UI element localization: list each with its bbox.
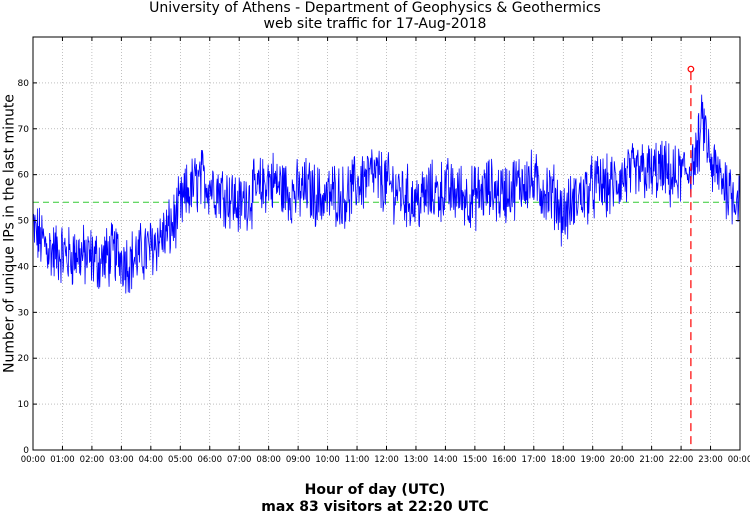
grid-lines <box>33 37 740 450</box>
x-tick-label: 02:00 <box>80 455 105 465</box>
x-tick-label: 11:00 <box>345 455 370 465</box>
x-tick-label: 22:00 <box>669 455 694 465</box>
x-tick-label: 07:00 <box>227 455 252 465</box>
x-tick-label: 08:00 <box>256 455 281 465</box>
chart-title: University of Athens - Department of Geo… <box>149 0 601 16</box>
y-tick-label: 0 <box>23 446 29 456</box>
x-tick-label: 19:00 <box>580 455 605 465</box>
x-tick-label: 17:00 <box>522 455 547 465</box>
chart-subtitle: web site traffic for 17-Aug-2018 <box>263 16 487 32</box>
y-axis-label: Number of unique IPs in the last minute <box>1 94 18 373</box>
x-tick-label: 03:00 <box>109 455 134 465</box>
x-tick-label: 04:00 <box>139 455 164 465</box>
x-axis-ticks: 00:00 01:00 02:00 03:00 04:00 05:00 06:00 07:00… <box>21 37 750 465</box>
x-tick-label: 09:00 <box>286 455 311 465</box>
y-axis-ticks: 0 10 20 30 40 50 60 70 80 <box>18 79 740 456</box>
y-tick-label: 50 <box>18 217 30 227</box>
x-tick-label: 18:00 <box>551 455 576 465</box>
x-tick-label: 01:00 <box>50 455 75 465</box>
x-tick-label: 12:00 <box>374 455 399 465</box>
x-tick-label: 20:00 <box>610 455 635 465</box>
y-tick-label: 40 <box>18 262 30 272</box>
x-tick-label: 10:00 <box>315 455 340 465</box>
x-axis-label: Hour of day (UTC) <box>304 482 446 498</box>
y-tick-label: 70 <box>18 125 30 135</box>
x-tick-label: 06:00 <box>198 455 223 465</box>
max-visitors-annotation: max 83 visitors at 22:20 UTC <box>261 499 489 515</box>
x-tick-label: 05:00 <box>168 455 193 465</box>
max-marker <box>687 65 695 73</box>
x-tick-label: 00:00 <box>728 455 750 465</box>
x-tick-label: 23:00 <box>698 455 723 465</box>
x-tick-label: 15:00 <box>463 455 488 465</box>
x-tick-label: 14:00 <box>433 455 458 465</box>
x-tick-label: 21:00 <box>639 455 664 465</box>
y-tick-label: 60 <box>18 171 30 181</box>
x-tick-label: 16:00 <box>492 455 517 465</box>
y-tick-label: 30 <box>18 308 30 318</box>
x-tick-label: 13:00 <box>404 455 429 465</box>
series-line <box>32 94 741 294</box>
x-tick-label: 00:00 <box>21 455 46 465</box>
y-tick-label: 20 <box>18 354 30 364</box>
y-tick-label: 80 <box>18 79 30 89</box>
y-tick-label: 10 <box>18 400 30 410</box>
